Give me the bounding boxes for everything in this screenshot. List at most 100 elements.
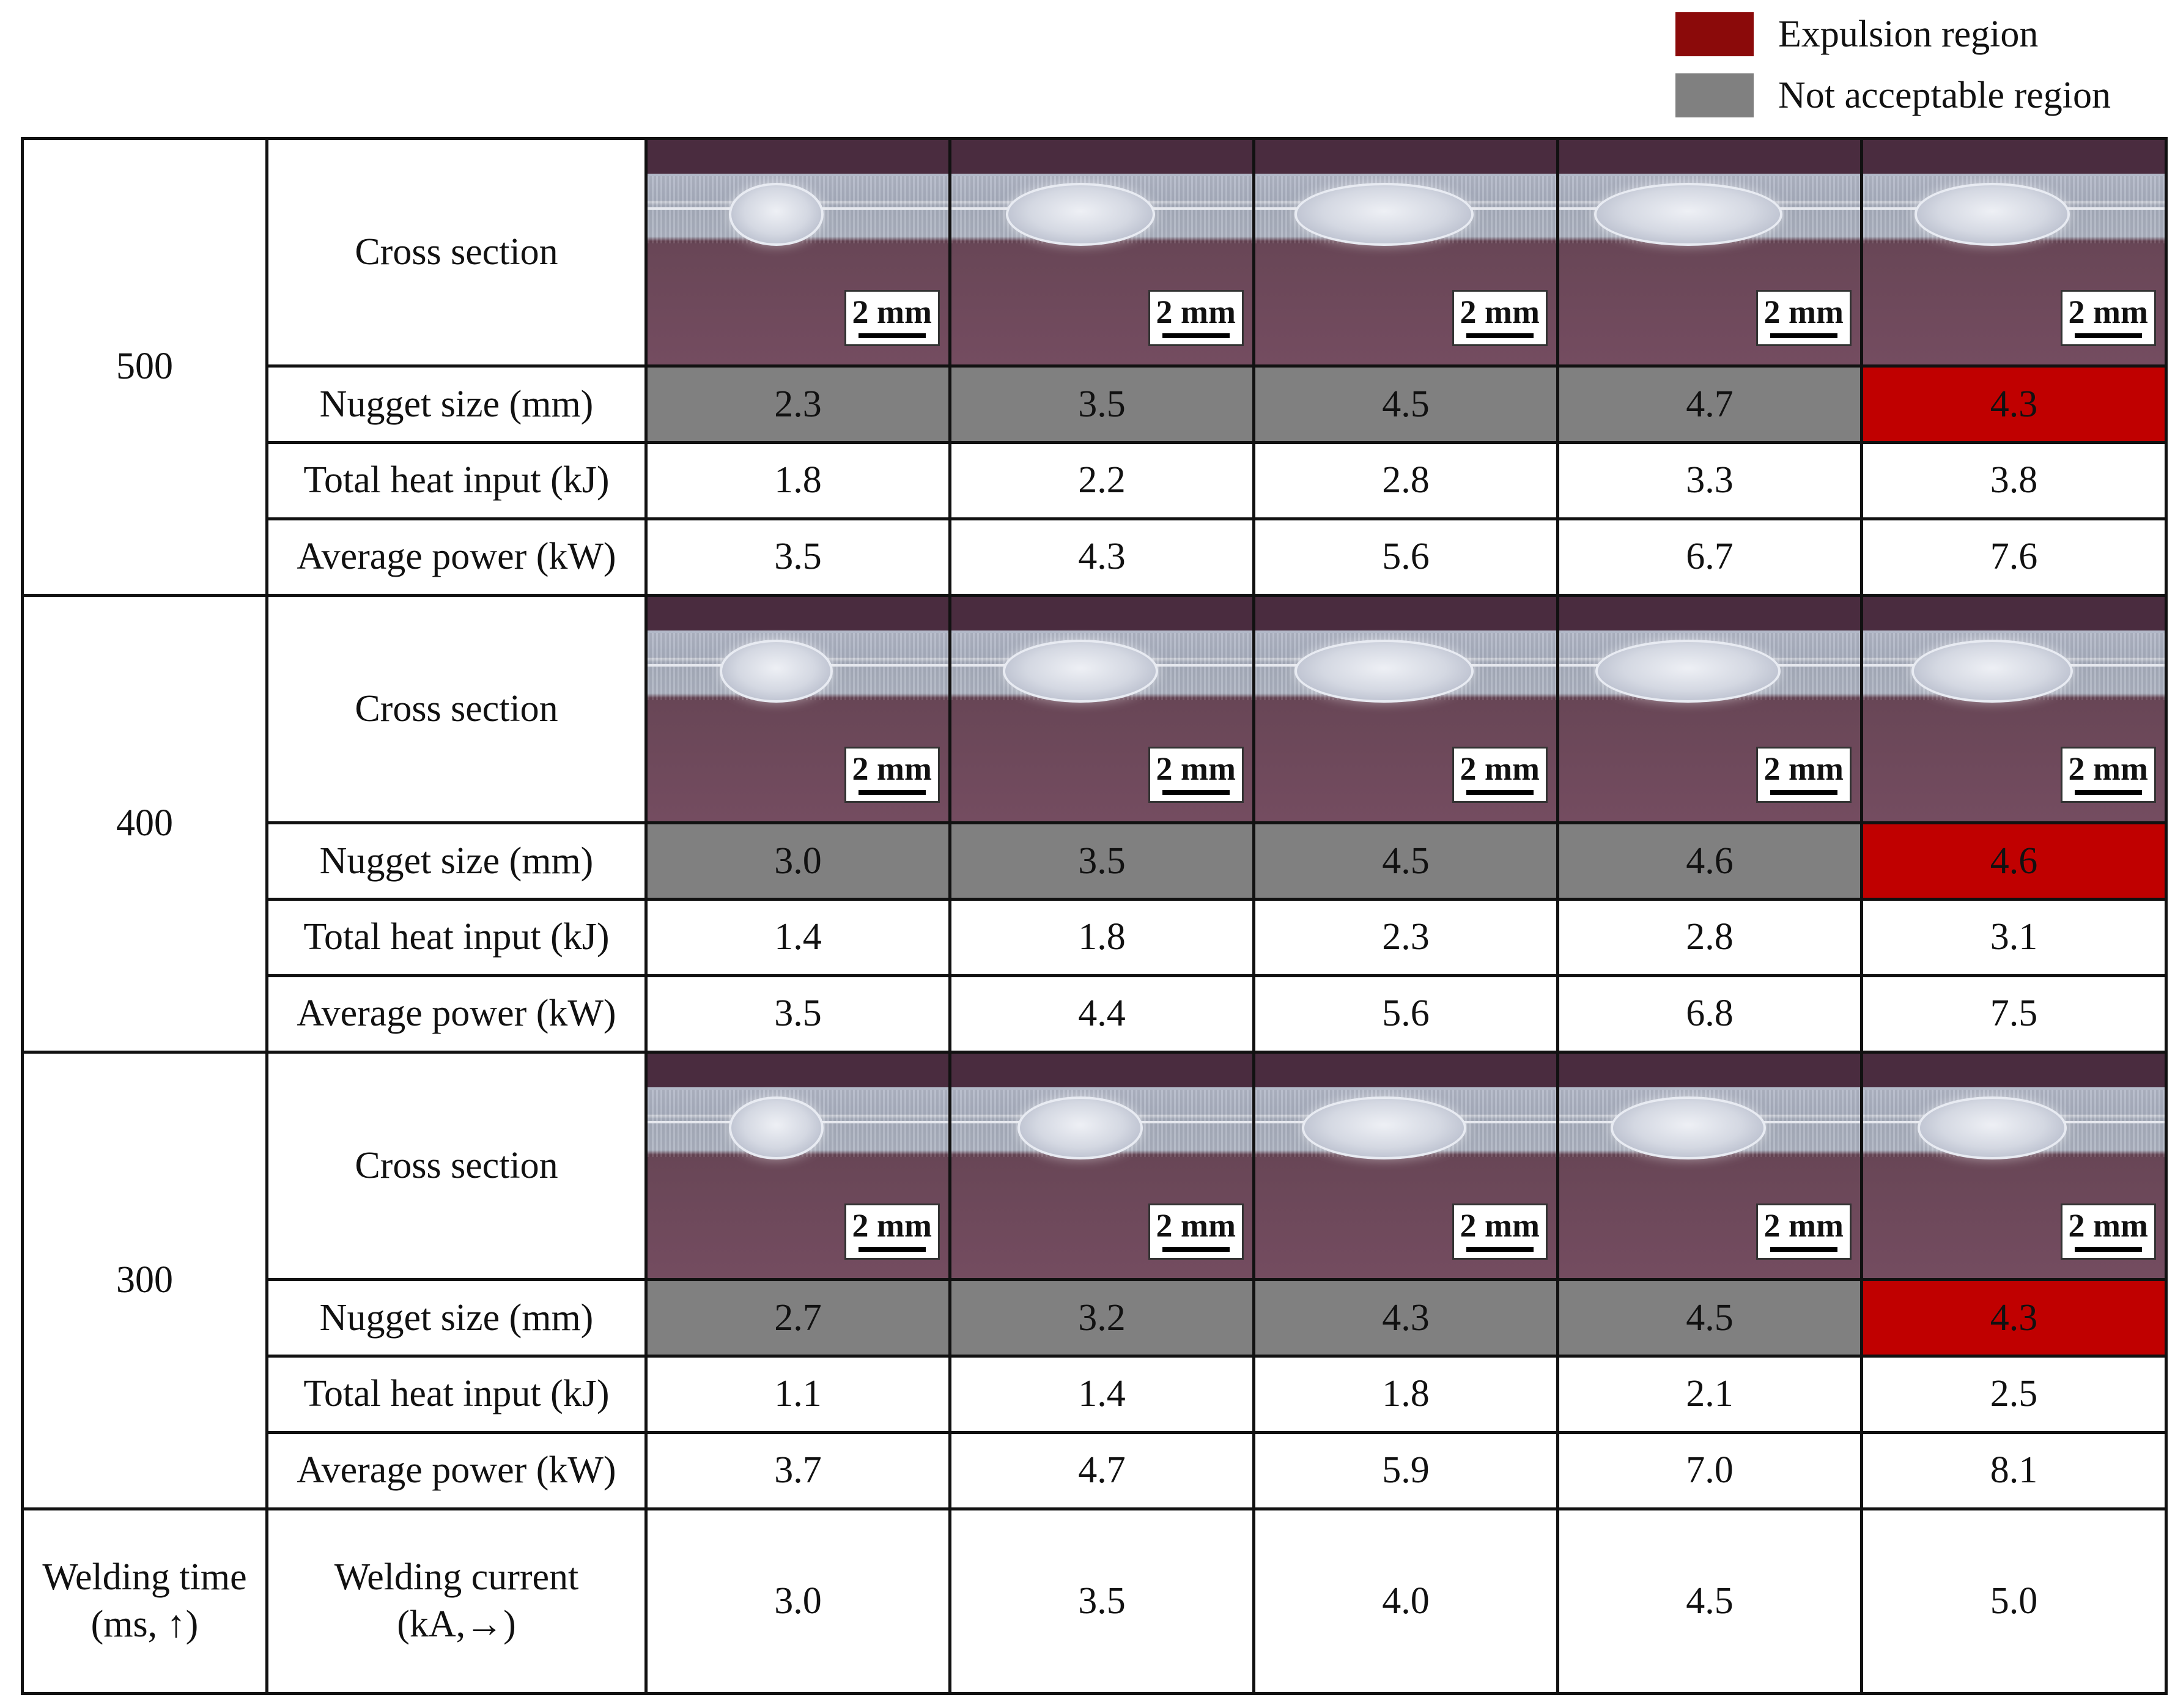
scale-bar-label: 2 mm <box>1156 1207 1236 1244</box>
power-value: 3.5 <box>644 974 951 1054</box>
cross-section-image: 2 mm <box>948 1050 1255 1282</box>
scale-bar <box>1466 333 1534 339</box>
power-value: 5.9 <box>1252 1431 1559 1510</box>
heat-value: 1.8 <box>948 898 1255 978</box>
welding-current-header: Welding current (kA,→) <box>265 1507 648 1696</box>
micrograph: 2 mm <box>1560 141 1859 363</box>
heat-label: Total heat input (kJ) <box>265 898 648 978</box>
weld-nugget <box>728 182 824 246</box>
power-value: 6.7 <box>1556 517 1863 597</box>
scale-bar-box: 2 mm <box>1148 290 1244 347</box>
nugget-value: 4.3 <box>1860 364 2168 445</box>
nugget-label: Nugget size (mm) <box>265 1278 648 1358</box>
row-total-heat-input: Total heat input (kJ) 1.1 1.4 1.8 2.1 2.5 <box>23 1355 2168 1435</box>
scale-bar-box: 2 mm <box>1148 1203 1244 1260</box>
scale-bar <box>1466 1247 1534 1252</box>
heat-value: 2.5 <box>1860 1355 2168 1435</box>
cross-section-image: 2 mm <box>948 136 1255 368</box>
row-total-heat-input: Total heat input (kJ) 1.8 2.2 2.8 3.3 3.8 <box>23 441 2168 521</box>
weld-nugget <box>1911 639 2073 703</box>
legend-swatch-expulsion <box>1675 12 1754 56</box>
heat-label: Total heat input (kJ) <box>265 441 648 521</box>
nugget-value: 2.3 <box>644 364 951 445</box>
nugget-value: 3.5 <box>948 364 1255 445</box>
heat-value: 2.8 <box>1252 441 1559 521</box>
nugget-value: 3.0 <box>644 821 951 901</box>
cross-section-image: 2 mm <box>1556 1050 1863 1282</box>
micrograph: 2 mm <box>649 1055 947 1277</box>
scale-bar-label: 2 mm <box>852 1207 932 1244</box>
nugget-value: 4.3 <box>1860 1278 2168 1358</box>
cross-section-label: Cross section <box>265 1050 648 1282</box>
welding-current-value: 3.0 <box>644 1507 951 1696</box>
heat-value: 3.8 <box>1860 441 2168 521</box>
welding-time-header-line1: Welding time <box>42 1556 247 1598</box>
cross-section-image: 2 mm <box>644 1050 951 1282</box>
cross-section-image: 2 mm <box>1556 593 1863 825</box>
power-value: 3.5 <box>644 517 951 597</box>
legend-swatch-not-acceptable <box>1675 73 1754 117</box>
power-value: 6.8 <box>1556 974 1863 1054</box>
cross-section-image: 2 mm <box>644 136 951 368</box>
weld-nugget <box>1302 1096 1466 1160</box>
scale-bar-label: 2 mm <box>1156 750 1236 788</box>
cross-section-image: 2 mm <box>1860 136 2168 368</box>
power-value: 7.5 <box>1860 974 2168 1054</box>
scale-bar-box: 2 mm <box>844 1203 940 1260</box>
power-label: Average power (kW) <box>265 974 648 1054</box>
cross-section-image: 2 mm <box>948 593 1255 825</box>
scale-bar-label: 2 mm <box>1460 750 1540 788</box>
weld-nugget <box>728 1096 824 1160</box>
legend-label-expulsion: Expulsion region <box>1778 13 2039 55</box>
heat-label: Total heat input (kJ) <box>265 1355 648 1435</box>
cross-section-image: 2 mm <box>1252 593 1559 825</box>
cross-section-image: 2 mm <box>644 593 951 825</box>
micrograph: 2 mm <box>1560 1055 1859 1277</box>
scale-bar-label: 2 mm <box>2068 1207 2148 1244</box>
legend-item-expulsion: Expulsion region <box>1675 9 2111 60</box>
row-total-heat-input: Total heat input (kJ) 1.4 1.8 2.3 2.8 3.1 <box>23 898 2168 978</box>
power-value: 7.0 <box>1556 1431 1863 1510</box>
cross-section-label: Cross section <box>265 136 648 368</box>
weld-nugget <box>1005 182 1155 246</box>
scale-bar-label: 2 mm <box>2068 294 2148 331</box>
nugget-value: 4.6 <box>1860 821 2168 901</box>
micrograph: 2 mm <box>649 141 947 363</box>
scale-bar <box>858 333 926 339</box>
weld-nugget <box>1002 639 1158 703</box>
scale-bar-box: 2 mm <box>1452 747 1548 804</box>
scale-bar-box: 2 mm <box>1452 290 1548 347</box>
nugget-label: Nugget size (mm) <box>265 821 648 901</box>
scale-bar-box: 2 mm <box>1756 290 1852 347</box>
weld-nugget <box>1593 182 1782 246</box>
heat-value: 3.1 <box>1860 898 2168 978</box>
welding-time-value: 500 <box>21 137 268 597</box>
welding-time-header-line2: (ms, ↑) <box>90 1603 199 1646</box>
nugget-value: 3.2 <box>948 1278 1255 1358</box>
welding-current-value: 5.0 <box>1860 1507 2168 1696</box>
scale-bar <box>2074 1247 2142 1252</box>
welding-time-header: Welding time (ms, ↑) <box>21 1507 268 1696</box>
scale-bar-box: 2 mm <box>844 747 940 804</box>
heat-value: 1.8 <box>1252 1355 1559 1435</box>
scale-bar <box>1770 1247 1837 1252</box>
scale-bar <box>858 1247 926 1252</box>
nugget-value: 4.7 <box>1556 364 1863 445</box>
weld-nugget <box>1917 1096 2067 1160</box>
cross-section-image: 2 mm <box>1252 1050 1559 1282</box>
scale-bar-label: 2 mm <box>1460 294 1540 331</box>
weld-nugget <box>1294 639 1474 703</box>
power-label: Average power (kW) <box>265 517 648 597</box>
power-value: 4.4 <box>948 974 1255 1054</box>
heat-value: 2.2 <box>948 441 1255 521</box>
nugget-value: 4.5 <box>1252 821 1559 901</box>
cross-section-image: 2 mm <box>1252 136 1559 368</box>
row-cross-section: 400 Cross section 2 mm 2 mm 2 mm 2 mm 2 mm <box>21 593 2168 1054</box>
scale-bar-box: 2 mm <box>844 290 940 347</box>
power-label: Average power (kW) <box>265 1431 648 1510</box>
cross-section-image: 2 mm <box>1860 593 2168 825</box>
welding-current-value: 4.5 <box>1556 1507 1863 1696</box>
weld-nugget <box>1914 182 2070 246</box>
micrograph: 2 mm <box>953 1055 1251 1277</box>
micrograph: 2 mm <box>1257 598 1555 820</box>
